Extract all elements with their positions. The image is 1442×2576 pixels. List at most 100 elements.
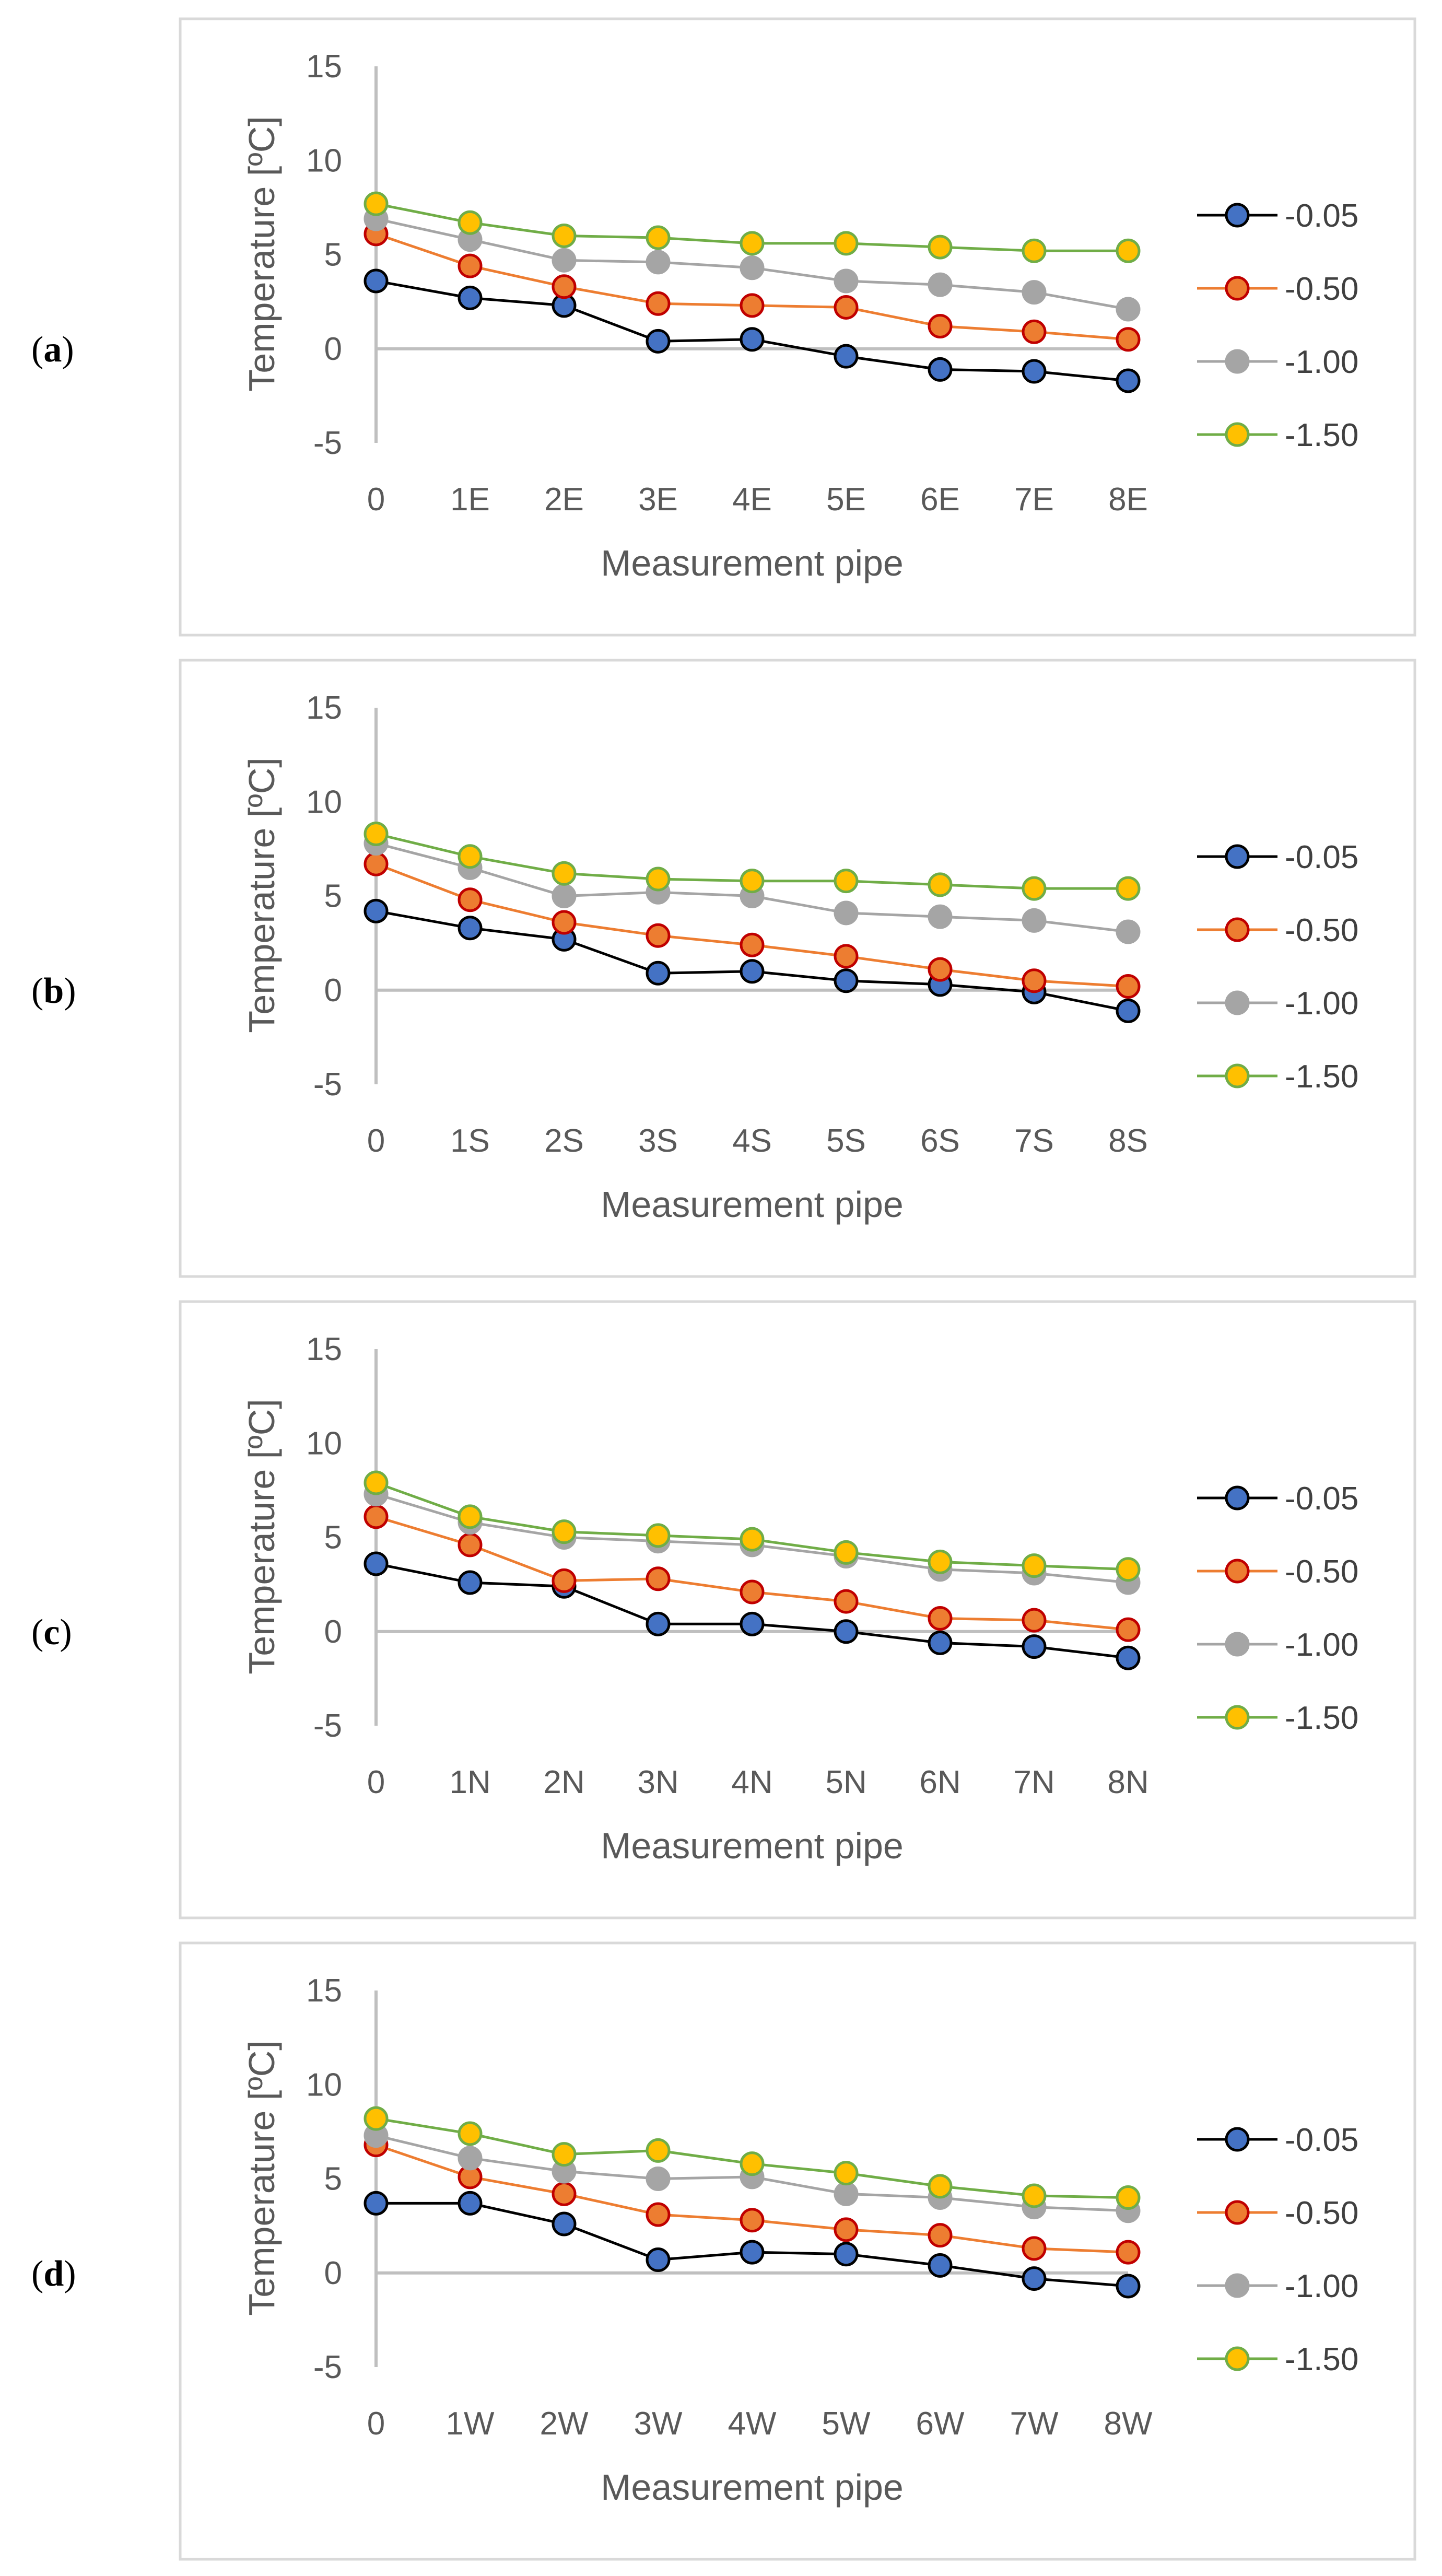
- x-tick-label: 5E: [826, 482, 866, 518]
- data-point: [458, 2146, 483, 2171]
- data-point: [834, 2242, 859, 2267]
- data-point: [928, 904, 953, 929]
- data-point: [740, 2208, 765, 2233]
- panel-letter: (b): [31, 971, 76, 1011]
- data-point: [740, 293, 765, 318]
- panel-frame: [179, 1941, 1416, 2561]
- data-point: [834, 231, 859, 256]
- data-point: [552, 1519, 577, 1544]
- data-point: [1022, 908, 1047, 933]
- legend-marker: [1225, 203, 1250, 228]
- data-point: [1116, 238, 1141, 263]
- data-point: [552, 910, 577, 935]
- x-tick-label: 7W: [1010, 2406, 1059, 2442]
- y-tick-label: 15: [306, 1973, 342, 2009]
- x-tick-label: 2S: [544, 1123, 584, 1159]
- x-tick-label: 3E: [638, 482, 678, 518]
- y-axis-title: Temperature [ºC]: [241, 116, 282, 391]
- x-tick-label: 7E: [1014, 482, 1054, 518]
- data-point: [458, 1504, 483, 1529]
- legend-marker: [1225, 2127, 1250, 2152]
- data-point: [1022, 1553, 1047, 1578]
- x-tick-label: 2E: [544, 482, 584, 518]
- legend-marker: [1225, 1063, 1250, 1088]
- x-tick-label: 3W: [634, 2406, 683, 2442]
- data-point: [364, 851, 389, 876]
- data-point: [646, 291, 671, 316]
- chart-panel-a: (a) -5 0 5 10 15 0 1E 2E 3E 4E 5E 6E 7E 8E Measurement …: [31, 17, 1416, 637]
- chart-panel-d: (d) -5 0 5 10 15 0 1W 2W 3W 4W 5W 6W 7W 8W Measurement …: [31, 1941, 1416, 2561]
- data-point: [1022, 2266, 1047, 2291]
- y-tick-label: 5: [324, 1520, 342, 1556]
- legend-marker: [1225, 1559, 1250, 1584]
- chart-panel-c: (c) -5 0 5 10 15 0 1N 2N 3N 4N 5N 6N 7N 8N Measurement …: [31, 1300, 1416, 1919]
- data-point: [552, 223, 577, 248]
- data-point: [1022, 359, 1047, 384]
- x-axis-title: Measurement pipe: [601, 2467, 904, 2508]
- data-point: [364, 898, 389, 923]
- data-point: [1116, 297, 1141, 322]
- legend-label: -1.00: [1285, 344, 1358, 380]
- y-tick-label: -5: [313, 2349, 342, 2385]
- data-point: [646, 2247, 671, 2273]
- data-point: [646, 2202, 671, 2227]
- data-point: [740, 1579, 765, 1605]
- data-point: [364, 2106, 389, 2131]
- data-point: [458, 210, 483, 235]
- panel-letter: (a): [31, 330, 74, 370]
- data-point: [1022, 968, 1047, 993]
- x-tick-label: 0: [367, 2406, 385, 2442]
- y-tick-label: 5: [324, 879, 342, 915]
- legend-marker: [1225, 1632, 1250, 1657]
- y-tick-label: 10: [306, 1425, 342, 1461]
- y-tick-label: 10: [306, 784, 342, 820]
- data-point: [1022, 1634, 1047, 1659]
- y-axis-title: Temperature [ºC]: [241, 1399, 282, 1674]
- y-tick-label: -5: [313, 425, 342, 461]
- x-axis-title: Measurement pipe: [601, 1184, 904, 1225]
- data-point: [928, 957, 953, 982]
- legend-marker: [1225, 990, 1250, 1015]
- x-tick-label: 8W: [1104, 2406, 1153, 2442]
- legend-label: -0.05: [1285, 839, 1358, 875]
- data-point: [364, 822, 389, 847]
- data-point: [928, 872, 953, 897]
- x-tick-label: 1N: [449, 1764, 490, 1800]
- x-tick-label: 2W: [540, 2406, 589, 2442]
- data-point: [458, 1532, 483, 1558]
- x-tick-label: 2N: [543, 1764, 584, 1800]
- x-tick-label: 8E: [1108, 482, 1148, 518]
- data-point: [364, 2191, 389, 2216]
- data-point: [552, 2142, 577, 2167]
- x-tick-label: 6N: [919, 1764, 960, 1800]
- y-tick-label: -5: [313, 1067, 342, 1103]
- data-point: [458, 2191, 483, 2216]
- y-tick-label: 5: [324, 2161, 342, 2197]
- legend-label: -1.00: [1285, 986, 1358, 1022]
- x-tick-label: 8N: [1107, 1764, 1148, 1800]
- legend-marker: [1225, 917, 1250, 942]
- x-axis-title: Measurement pipe: [601, 1825, 904, 1866]
- data-point: [1022, 876, 1047, 901]
- data-point: [740, 869, 765, 894]
- y-tick-label: 15: [306, 49, 342, 85]
- data-point: [834, 268, 859, 294]
- data-point: [552, 1568, 577, 1593]
- x-axis-title: Measurement pipe: [601, 543, 904, 583]
- y-axis-title: Temperature [ºC]: [241, 2040, 282, 2315]
- data-point: [1116, 1557, 1141, 1582]
- legend-label: -1.50: [1285, 2341, 1358, 2378]
- legend-label: -1.50: [1285, 1700, 1358, 1736]
- panel-letter: (d): [31, 2254, 76, 2294]
- data-point: [928, 2174, 953, 2199]
- data-point: [1116, 974, 1141, 999]
- data-point: [646, 1611, 671, 1636]
- data-point: [1116, 2274, 1141, 2299]
- data-point: [1116, 2185, 1141, 2210]
- data-point: [740, 255, 765, 280]
- x-tick-label: 0: [367, 1764, 385, 1800]
- data-point: [928, 1630, 953, 1655]
- data-point: [646, 2138, 671, 2163]
- x-tick-label: 4N: [731, 1764, 772, 1800]
